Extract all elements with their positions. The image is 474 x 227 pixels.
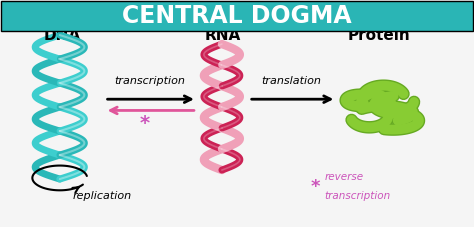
Text: DNA: DNA — [44, 27, 81, 43]
Text: Protein: Protein — [347, 27, 410, 43]
Text: translation: translation — [262, 76, 321, 86]
Text: transcription: transcription — [114, 76, 185, 86]
Text: RNA: RNA — [205, 27, 241, 43]
Text: transcription: transcription — [324, 191, 391, 201]
Text: *: * — [310, 178, 320, 196]
Text: CENTRAL DOGMA: CENTRAL DOGMA — [122, 4, 352, 28]
Text: reverse: reverse — [324, 173, 364, 183]
Text: replication: replication — [73, 191, 132, 201]
FancyBboxPatch shape — [0, 1, 474, 31]
Text: *: * — [140, 114, 150, 133]
